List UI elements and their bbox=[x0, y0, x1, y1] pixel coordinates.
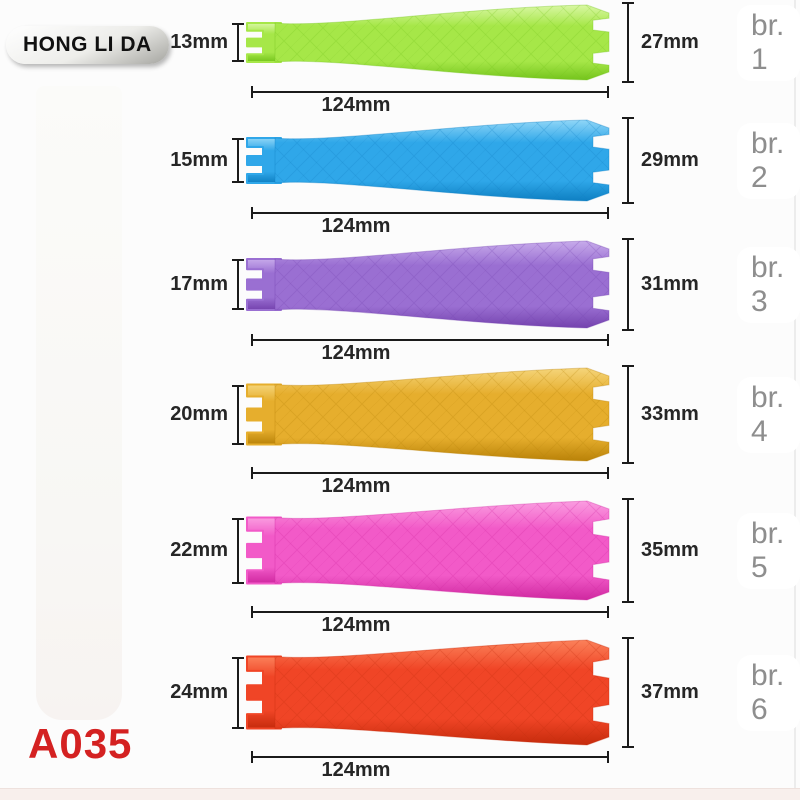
size-number-label: br. 2 bbox=[737, 122, 800, 199]
small-dimension-line bbox=[232, 384, 244, 445]
small-dimension-line bbox=[232, 656, 244, 729]
roller-row-4: 20mm 124mm 33mm br. 4 bbox=[0, 365, 800, 496]
rollers-list: 13mm 124mm 27mm br. 1 bbox=[0, 2, 800, 782]
length-dimension-line bbox=[251, 207, 609, 219]
length-dimension-line bbox=[251, 751, 609, 763]
large-dimension-line bbox=[622, 117, 634, 204]
large-diameter-label: 29mm bbox=[641, 149, 699, 171]
small-diameter-label: 24mm bbox=[170, 681, 228, 703]
roller-row-2: 15mm 124mm 29mm br. 2 bbox=[0, 117, 800, 236]
small-diameter-label: 20mm bbox=[170, 403, 228, 425]
large-dimension-line bbox=[622, 238, 634, 331]
length-dimension-line bbox=[251, 334, 609, 346]
small-dimension-line bbox=[232, 138, 244, 183]
length-label: 124mm bbox=[321, 94, 391, 116]
small-dimension-line bbox=[232, 23, 244, 62]
brand-badge: HONG LI DA bbox=[6, 26, 169, 64]
size-number-label: br. 1 bbox=[737, 4, 800, 81]
size-number-label: br. 4 bbox=[737, 376, 800, 453]
roller-row-6: 24mm 124mm 37mm br. 6 bbox=[0, 637, 800, 780]
bottom-band bbox=[0, 788, 800, 800]
large-diameter-label: 27mm bbox=[641, 31, 699, 53]
roller-row-5: 22mm 124mm 35mm br. 5 bbox=[0, 498, 800, 635]
roller-image bbox=[246, 639, 610, 746]
length-label: 124mm bbox=[321, 475, 391, 497]
roller-row-1: 13mm 124mm 27mm br. 1 bbox=[0, 2, 800, 115]
small-dimension-line bbox=[232, 259, 244, 310]
large-diameter-label: 31mm bbox=[641, 273, 699, 295]
length-label: 124mm bbox=[321, 215, 391, 237]
roller-row-3: 17mm 124mm 31mm br. 3 bbox=[0, 238, 800, 363]
length-dimension-line bbox=[251, 467, 609, 479]
roller-image bbox=[246, 500, 610, 601]
size-number-label: br. 6 bbox=[737, 654, 800, 731]
length-label: 124mm bbox=[321, 342, 391, 364]
roller-image bbox=[246, 4, 610, 81]
large-dimension-line bbox=[622, 365, 634, 464]
roller-image bbox=[246, 240, 610, 329]
length-label: 124mm bbox=[321, 614, 391, 636]
small-diameter-label: 15mm bbox=[170, 149, 228, 171]
small-diameter-label: 22mm bbox=[170, 539, 228, 561]
large-diameter-label: 33mm bbox=[641, 403, 699, 425]
small-diameter-label: 17mm bbox=[170, 273, 228, 295]
large-dimension-line bbox=[622, 2, 634, 83]
small-diameter-label: 13mm bbox=[170, 31, 228, 53]
roller-image bbox=[246, 119, 610, 202]
small-dimension-line bbox=[232, 517, 244, 584]
length-label: 124mm bbox=[321, 759, 391, 781]
model-code-label: A035 bbox=[28, 720, 133, 767]
large-dimension-line bbox=[622, 637, 634, 748]
length-dimension-line bbox=[251, 86, 609, 98]
background-strip bbox=[36, 86, 122, 720]
large-diameter-label: 35mm bbox=[641, 539, 699, 561]
large-diameter-label: 37mm bbox=[641, 681, 699, 703]
size-number-label: br. 5 bbox=[737, 512, 800, 589]
length-dimension-line bbox=[251, 606, 609, 618]
roller-image bbox=[246, 367, 610, 462]
size-number-label: br. 3 bbox=[737, 246, 800, 323]
large-dimension-line bbox=[622, 498, 634, 603]
